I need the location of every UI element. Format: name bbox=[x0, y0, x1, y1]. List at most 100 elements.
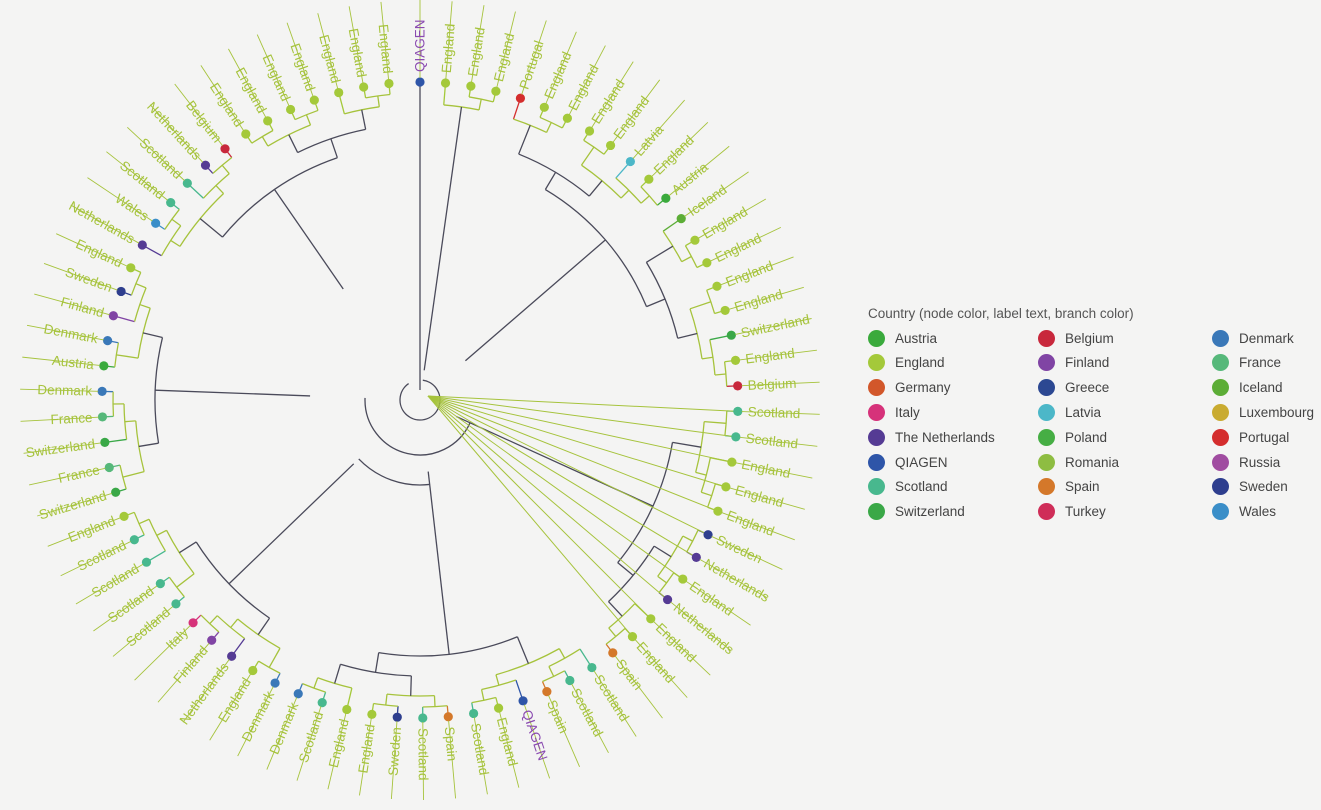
tip-node bbox=[141, 557, 152, 567]
leaf-label: England bbox=[465, 26, 488, 77]
tip-node bbox=[263, 116, 273, 126]
branch bbox=[427, 395, 652, 620]
legend-item: QIAGEN bbox=[868, 453, 1038, 471]
legend-label: Turkey bbox=[1065, 504, 1106, 520]
tip-node bbox=[99, 361, 109, 371]
tip-node bbox=[691, 552, 701, 562]
label-guide-line bbox=[739, 349, 817, 361]
leaf-label: England bbox=[733, 286, 785, 314]
branch bbox=[427, 395, 732, 463]
legend-item: Luxembourg bbox=[1212, 403, 1314, 422]
branch bbox=[480, 689, 485, 701]
branch-arc bbox=[548, 648, 581, 668]
legend-label: Germany bbox=[895, 380, 951, 396]
legend-swatch bbox=[1212, 379, 1229, 397]
tip-node bbox=[703, 530, 713, 540]
label-guide-line bbox=[359, 718, 372, 796]
tip-node bbox=[678, 574, 688, 584]
tip-node bbox=[151, 218, 161, 228]
branch bbox=[677, 332, 698, 339]
tip-node bbox=[702, 258, 712, 268]
tip-node bbox=[270, 678, 280, 688]
tip-node bbox=[293, 689, 303, 699]
label-guide-line bbox=[496, 11, 516, 88]
label-guide-line bbox=[56, 233, 128, 267]
legend-item: Italy bbox=[868, 403, 1038, 422]
tip-node bbox=[726, 330, 736, 340]
leaf-label: Scotland bbox=[415, 728, 430, 781]
tip-node bbox=[491, 86, 501, 96]
branch bbox=[427, 471, 450, 655]
branch bbox=[377, 95, 380, 107]
branch bbox=[334, 664, 342, 684]
tip-node bbox=[518, 696, 528, 706]
label-guide-line bbox=[568, 45, 606, 115]
legend-label: Belgium bbox=[1065, 330, 1114, 346]
leaf-label: England bbox=[541, 50, 574, 101]
leaf-label: Sweden bbox=[386, 727, 404, 777]
leaf-label: QIAGEN bbox=[519, 708, 550, 763]
branch bbox=[156, 529, 167, 536]
branch bbox=[646, 298, 666, 308]
label-guide-line bbox=[209, 673, 252, 741]
tip-node bbox=[493, 703, 504, 713]
tip-node bbox=[443, 712, 453, 722]
tip-node bbox=[662, 594, 673, 605]
legend-item: France bbox=[1212, 354, 1312, 372]
label-guide-line bbox=[523, 704, 551, 779]
label-guide-line bbox=[23, 442, 101, 454]
tip-node bbox=[646, 614, 656, 624]
tip-node bbox=[207, 635, 217, 645]
branch bbox=[608, 627, 617, 637]
leaf-label: England bbox=[355, 723, 377, 774]
branch bbox=[385, 694, 388, 706]
branch bbox=[620, 189, 630, 199]
legend-label: Denmark bbox=[1239, 330, 1294, 346]
label-guide-line bbox=[422, 721, 424, 800]
tip-node bbox=[108, 311, 118, 321]
legend-swatch bbox=[1212, 503, 1229, 521]
legend-item: Belgium bbox=[1038, 329, 1212, 347]
branch-arc bbox=[581, 164, 622, 199]
branch-arc bbox=[365, 93, 391, 99]
branch bbox=[261, 136, 269, 147]
tip-node bbox=[721, 482, 731, 492]
label-guide-line bbox=[471, 5, 485, 83]
tip-node bbox=[661, 193, 671, 203]
branch bbox=[155, 389, 311, 397]
branch bbox=[427, 395, 727, 488]
branch-arc bbox=[160, 225, 182, 257]
label-guide-line bbox=[591, 61, 634, 128]
label-guide-line bbox=[670, 601, 732, 652]
label-guide-line bbox=[699, 558, 768, 599]
label-guide-line bbox=[93, 585, 158, 632]
branch bbox=[209, 615, 218, 625]
legend-swatch bbox=[1038, 428, 1055, 446]
tip-node bbox=[713, 506, 723, 516]
branch bbox=[682, 535, 693, 542]
label-guide-line bbox=[22, 356, 100, 366]
legend-item: Poland bbox=[1038, 428, 1212, 446]
leaf-label: Wales bbox=[112, 191, 151, 224]
branch bbox=[545, 122, 552, 133]
branch bbox=[228, 463, 355, 585]
label-guide-line bbox=[348, 6, 364, 84]
legend-title: Country (node color, label text, branch … bbox=[868, 306, 1134, 321]
legend-label: Switzerland bbox=[895, 504, 965, 520]
branch bbox=[588, 180, 603, 197]
legend-swatch bbox=[1212, 329, 1229, 347]
branch bbox=[361, 109, 367, 130]
branch-arc bbox=[133, 512, 145, 536]
legend-label: Wales bbox=[1239, 504, 1277, 520]
leaf-label: Sweden bbox=[63, 264, 114, 295]
leaf-label: Scotland bbox=[748, 404, 801, 421]
branch-arc bbox=[344, 106, 380, 115]
tip-node bbox=[727, 457, 737, 467]
branch-arc bbox=[481, 679, 517, 691]
label-guide-line bbox=[157, 643, 210, 703]
legend-swatch bbox=[1038, 379, 1055, 397]
legend-swatch bbox=[1038, 453, 1055, 471]
leaf-label: England bbox=[491, 32, 517, 84]
leaf-label: Spain bbox=[544, 698, 572, 736]
label-guide-line bbox=[499, 711, 520, 788]
